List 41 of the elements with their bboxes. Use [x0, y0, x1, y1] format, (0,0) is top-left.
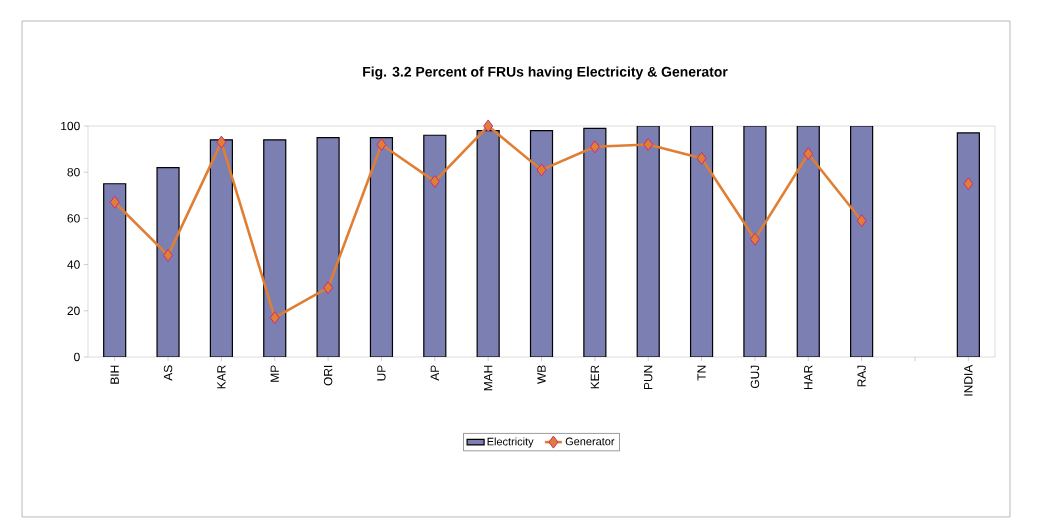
point: [536, 163, 547, 177]
point: [429, 174, 440, 188]
y-tick-label: 100: [61, 121, 80, 131]
chart-title: Fig. 3.2 Percent of FRUs having Electricity & Generator: [363, 66, 728, 80]
point: [803, 147, 814, 161]
point: [749, 232, 760, 246]
point: [376, 137, 387, 151]
x-tick-label: WB: [537, 365, 546, 384]
x-tick-label: RAJ: [857, 365, 866, 387]
x-tick-label: KER: [590, 365, 599, 389]
point: [216, 135, 227, 149]
y-tick-label: 80: [67, 167, 80, 177]
x-tick-label: AS: [163, 365, 173, 381]
point: [483, 119, 494, 133]
x-tick-label: INDIA: [964, 364, 973, 396]
x-tick-label: GUJ: [750, 365, 760, 389]
x-tick-label: KAR: [217, 365, 226, 389]
x-tick-label: UP: [377, 365, 386, 381]
point: [109, 195, 120, 209]
x-tick-label: MAH: [484, 365, 493, 391]
y-tick-label: 0: [74, 352, 80, 362]
x-tick-label: PUN: [644, 365, 653, 390]
legend-label: Electricity: [487, 437, 534, 448]
point: [856, 214, 867, 228]
x-tick-label: BIH: [110, 365, 119, 384]
point: [323, 281, 334, 295]
point: [696, 151, 707, 165]
x-tick-label: MP: [270, 365, 279, 382]
y-tick-label: 20: [67, 306, 80, 316]
x-tick-label: HAR: [804, 365, 813, 390]
point: [589, 140, 600, 154]
point: [269, 311, 280, 325]
x-tick-label: ORI: [323, 365, 333, 386]
point: [643, 137, 654, 151]
legend-label: Generator: [565, 437, 615, 446]
x-tick-label: TN: [697, 365, 706, 381]
x-tick-label: AP: [430, 365, 439, 381]
y-tick-label: 60: [67, 214, 80, 223]
y-tick-label: 40: [67, 260, 80, 269]
point: [963, 177, 974, 191]
point: [163, 248, 174, 262]
